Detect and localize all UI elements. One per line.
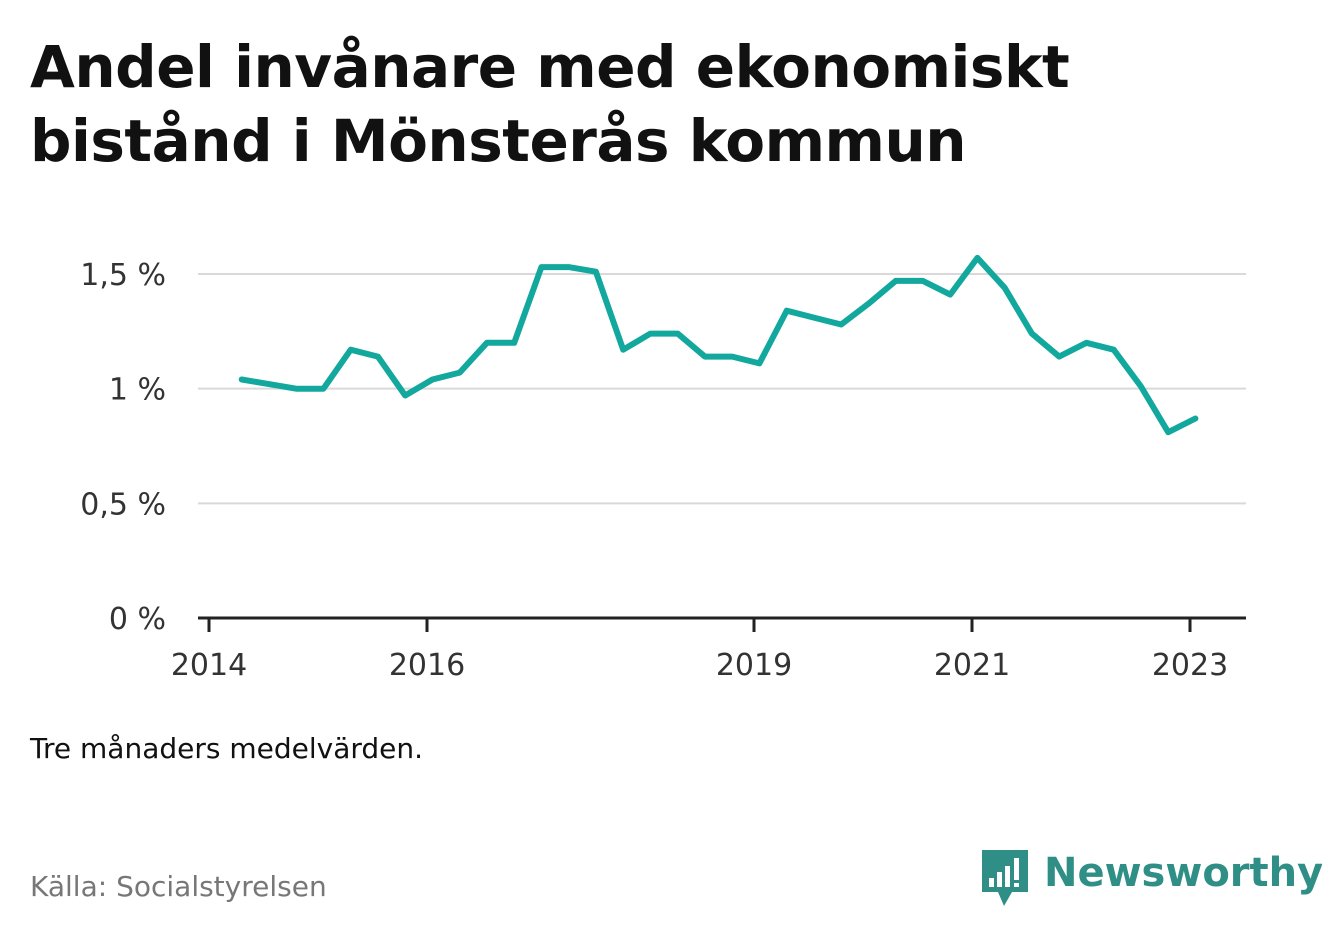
x-tick-label: 2021 bbox=[934, 648, 1010, 683]
series bbox=[238, 254, 1199, 436]
gridlines bbox=[198, 273, 1246, 505]
newsworthy-logo-icon bbox=[982, 850, 1028, 906]
brand-name: Newsworthy bbox=[1044, 850, 1322, 896]
source-credit: Källa: Socialstyrelsen bbox=[30, 870, 327, 903]
x-tick-label: 2023 bbox=[1152, 648, 1228, 683]
y-tick-label: 0,5 % bbox=[80, 487, 166, 522]
x-tick-label: 2014 bbox=[171, 648, 247, 683]
brand-logo[interactable]: Newsworthy bbox=[980, 848, 1322, 912]
x-axis bbox=[198, 616, 1246, 632]
y-tick-label: 1 % bbox=[109, 373, 166, 408]
chart-note: Tre månaders medelvärden. bbox=[30, 732, 424, 765]
x-axis-labels: 2014 2016 2019 2021 2023 bbox=[171, 648, 1228, 683]
y-tick-label: 0 % bbox=[109, 602, 166, 637]
chart-title: Andel invånare med ekonomiskt bistånd i … bbox=[30, 33, 1070, 175]
x-tick-label: 2016 bbox=[389, 648, 465, 683]
x-tick-label: 2019 bbox=[716, 648, 792, 683]
series-line bbox=[238, 254, 1199, 436]
y-tick-label: 1,5 % bbox=[80, 258, 166, 293]
y-axis-labels: 0 % 0,5 % 1 % 1,5 % bbox=[80, 258, 166, 637]
